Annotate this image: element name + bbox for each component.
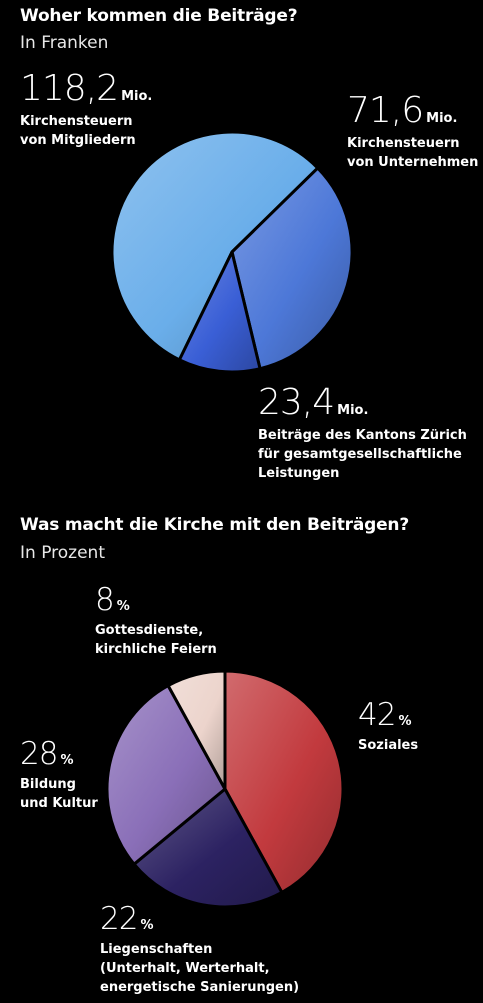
spending-desc-buildings: Liegenschaften (Unterhalt, Werterhalt, e… — [100, 942, 300, 995]
income-slice-0 — [110, 130, 320, 362]
spending-value-worship: 8 — [95, 582, 115, 618]
income-pie-chart — [110, 130, 354, 374]
income-value-members: 118,2 — [20, 68, 119, 109]
spending-slice-0 — [223, 669, 345, 894]
income-label-canton: 23,4 Mio. Beiträge des Kantons Zürich für… — [258, 384, 467, 483]
spending-label-worship: 8% Gottesdienste, kirchliche Feiern — [95, 583, 217, 659]
spending-unit-education: % — [60, 753, 74, 768]
spending-unit-buildings: % — [140, 918, 154, 933]
spending-desc-worship: Gottesdienste, kirchliche Feiern — [95, 623, 217, 657]
spending-label-education: 28% Bildung und Kultur — [20, 737, 98, 813]
income-slice-1 — [230, 166, 354, 371]
spending-unit-social: % — [398, 714, 412, 729]
spending-desc-education: Bildung und Kultur — [20, 777, 98, 811]
income-subtitle: In Franken — [20, 33, 109, 53]
income-title: Woher kommen die Beiträge? — [20, 6, 298, 26]
income-slice-2 — [177, 250, 262, 374]
income-unit-companies: Mio. — [426, 111, 458, 126]
income-desc-members: Kirchensteuern von Mitgliedern — [20, 114, 136, 148]
spending-pie-chart — [105, 669, 345, 909]
income-value-canton: 23,4 — [258, 382, 335, 423]
income-value-companies: 71,6 — [347, 90, 424, 131]
income-label-companies: 71,6 Mio. Kirchensteuern von Unternehmen — [347, 92, 478, 172]
income-unit-members: Mio. — [121, 89, 153, 104]
spending-label-buildings: 22% Liegenschaften (Unterhalt, Werterhal… — [100, 902, 299, 997]
spending-slice-2 — [105, 684, 227, 866]
spending-slice-1 — [132, 787, 284, 909]
spending-value-buildings: 22 — [100, 901, 138, 937]
income-label-members: 118,2 Mio. Kirchensteuern von Mitgliedern — [20, 70, 152, 150]
spending-unit-worship: % — [116, 599, 130, 614]
spending-desc-social: Soziales — [358, 738, 419, 753]
income-unit-canton: Mio. — [337, 403, 369, 418]
spending-value-education: 28 — [20, 736, 58, 772]
spending-subtitle: In Prozent — [20, 543, 105, 563]
income-desc-canton: Beiträge des Kantons Zürich für gesamtge… — [258, 428, 467, 481]
spending-value-social: 42 — [358, 697, 396, 733]
income-desc-companies: Kirchensteuern von Unternehmen — [347, 136, 479, 170]
spending-label-social: 42% Soziales — [358, 698, 418, 755]
spending-title: Was macht die Kirche mit den Beiträgen? — [20, 515, 409, 535]
spending-slice-3 — [166, 669, 227, 791]
